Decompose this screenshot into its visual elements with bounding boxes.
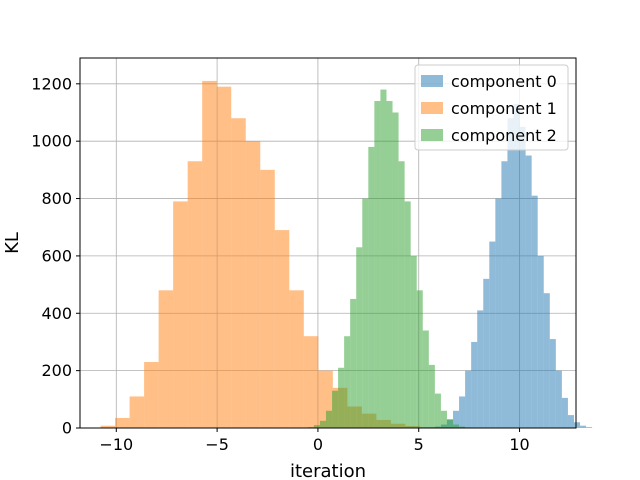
y-tick-label: 1000 xyxy=(31,132,72,151)
x-tick-label: 0 xyxy=(313,435,323,454)
histogram-bar-series-2 xyxy=(434,393,441,428)
histogram-bar-series-2 xyxy=(344,336,351,428)
y-tick-label: 0 xyxy=(62,419,72,438)
legend-label: component 1 xyxy=(451,99,557,118)
histogram-bars xyxy=(100,80,593,429)
x-tick-label: 5 xyxy=(414,435,424,454)
x-tick-label: −10 xyxy=(99,435,133,454)
histogram-bar-series-2 xyxy=(422,330,429,428)
histogram-bar-series-1 xyxy=(129,396,145,428)
histogram-bar-series-2 xyxy=(356,247,363,428)
histogram-bar-series-2 xyxy=(392,112,399,428)
histogram-bar-series-1 xyxy=(303,336,319,428)
histogram-bar-series-1 xyxy=(187,161,203,429)
histogram-bar-series-0 xyxy=(543,293,550,428)
histogram-bar-series-1 xyxy=(158,290,174,428)
histogram-bar-series-0 xyxy=(531,195,538,428)
histogram-bar-series-0 xyxy=(519,126,526,428)
histogram-bar-series-0 xyxy=(567,415,574,428)
histogram-bar-series-2 xyxy=(416,290,423,428)
y-tick-label: 200 xyxy=(41,361,72,380)
histogram-bar-series-2 xyxy=(404,201,411,428)
histogram-bar-series-1 xyxy=(216,86,232,429)
y-axis-label: KL xyxy=(2,232,23,254)
y-tick-label: 400 xyxy=(41,304,72,323)
legend: component 0 component 1 component 2 xyxy=(414,64,569,151)
histogram-bar-series-2 xyxy=(459,426,466,428)
plot-frame xyxy=(79,57,577,429)
histogram-bar-series-2 xyxy=(338,367,345,428)
histogram-bar-series-0 xyxy=(525,155,532,428)
histogram-bar-series-0 xyxy=(555,370,562,428)
histogram-bar-series-0 xyxy=(580,425,587,428)
histogram-bar-series-1 xyxy=(144,362,159,428)
y-tick-label: 800 xyxy=(41,189,72,208)
histogram-bar-series-0 xyxy=(537,255,544,428)
histogram-bar-series-2 xyxy=(332,390,339,428)
histogram-bar-series-2 xyxy=(453,424,460,428)
histogram-bar-series-0 xyxy=(549,339,556,428)
histogram-bar-series-1 xyxy=(231,118,246,429)
histogram-bar-series-2 xyxy=(319,420,326,428)
histogram-bar-series-0 xyxy=(489,241,496,428)
legend-box xyxy=(414,64,569,151)
x-tick-label: 10 xyxy=(509,435,529,454)
histogram-bar-series-0 xyxy=(495,198,502,428)
x-axis-label: iteration xyxy=(290,461,366,480)
histogram-bar-series-1 xyxy=(173,201,188,428)
legend-swatch xyxy=(421,129,443,141)
histogram-bar-series-2 xyxy=(386,101,393,428)
histogram-bar-series-2 xyxy=(428,364,435,428)
histogram-bar-series-0 xyxy=(471,341,478,428)
histogram-bar-series-1 xyxy=(245,141,261,429)
histogram-bar-series-0 xyxy=(573,422,581,428)
histogram-bar-series-2 xyxy=(398,161,405,429)
axis-ticks: −10 −5 0 5 10 0 200 400 600 800 1000 1200 xyxy=(31,74,529,454)
x-tick-label: −5 xyxy=(205,435,229,454)
histogram-bar-series-0 xyxy=(513,103,520,428)
histogram-bar-series-1 xyxy=(289,290,304,428)
histogram-bar-series-1 xyxy=(100,425,116,428)
histogram-bar-series-2 xyxy=(362,198,369,428)
legend-swatch xyxy=(421,102,443,114)
y-tick-label: 600 xyxy=(41,246,72,265)
histogram-bar-series-0 xyxy=(586,427,593,428)
histogram-bar-series-2 xyxy=(374,101,381,428)
histogram-bar-series-1 xyxy=(260,169,275,428)
histogram-bar-series-0 xyxy=(477,310,484,428)
legend-label: component 2 xyxy=(451,126,557,145)
histogram-bar-series-0 xyxy=(465,370,472,428)
legend-label: component 0 xyxy=(451,72,557,91)
histogram-bar-series-2 xyxy=(440,410,447,428)
histogram-bar-series-2 xyxy=(325,410,333,428)
histogram-bar-series-1 xyxy=(202,80,217,428)
histogram-bar-series-0 xyxy=(501,161,508,429)
histogram-bar-series-2 xyxy=(313,425,320,428)
histogram-bar-series-1 xyxy=(115,417,130,428)
histogram-bar-series-1 xyxy=(274,230,290,428)
histogram-bar-series-2 xyxy=(368,146,375,428)
histogram-bar-series-0 xyxy=(459,396,466,428)
y-tick-label: 1200 xyxy=(31,74,72,93)
histogram-bar-series-2 xyxy=(350,298,357,428)
legend-swatch xyxy=(421,75,443,87)
histogram-bar-series-0 xyxy=(507,118,514,429)
histogram-bar-series-2 xyxy=(410,255,417,428)
histogram-bar-series-0 xyxy=(453,410,460,428)
histogram-bar-series-2 xyxy=(446,419,454,428)
histogram-bar-series-2 xyxy=(380,89,387,428)
histogram-bar-series-0 xyxy=(483,278,490,428)
histogram-bar-series-0 xyxy=(561,397,568,428)
